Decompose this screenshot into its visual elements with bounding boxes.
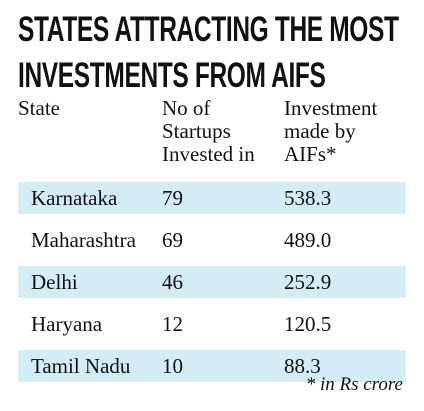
table-body: Karnataka 79 538.3 Maharashtra 69 489.0 … (18, 182, 406, 392)
cell-state: Maharashtra (31, 228, 136, 252)
cell-investment: 252.9 (284, 270, 332, 294)
cell-investment: 538.3 (284, 186, 332, 210)
cell-state: Tamil Nadu (31, 354, 131, 378)
column-header-investment-line-3: AIFs* (284, 142, 337, 166)
column-header-startups-line-3: Invested in (162, 142, 255, 166)
footnote: * in Rs crore (305, 374, 403, 395)
cell-startups: 46 (162, 270, 183, 294)
column-header-state: State (18, 97, 60, 120)
column-header-startups: No of Startups Invested in (162, 97, 255, 166)
table-row: Maharashtra 69 489.0 (18, 224, 406, 256)
cell-startups: 69 (162, 228, 183, 252)
table-title-line-2: INVESTMENTS FROM AIFS (18, 56, 326, 95)
cell-startups: 10 (162, 354, 183, 378)
table-title-line-1: STATES ATTRACTING THE MOST (18, 10, 399, 49)
cell-state: Karnataka (31, 186, 118, 210)
cell-state: Haryana (31, 312, 103, 336)
table-title: STATES ATTRACTING THE MOST INVESTMENTS F… (18, 7, 399, 99)
column-header-investment: Investment made by AIFs* (284, 97, 377, 166)
cell-investment: 120.5 (284, 312, 332, 336)
table-row: Tamil Nadu 10 88.3 (18, 350, 406, 382)
cell-investment: 88.3 (284, 354, 321, 378)
cell-investment: 489.0 (284, 228, 332, 252)
cell-state: Delhi (31, 270, 78, 294)
column-header-startups-line-2: Startups (162, 119, 231, 143)
column-header-investment-line-1: Investment (284, 96, 378, 120)
table-row: Karnataka 79 538.3 (18, 182, 406, 214)
table-row: Delhi 46 252.9 (18, 266, 406, 298)
table-row: Haryana 12 120.5 (18, 308, 406, 340)
column-header-startups-line-1: No of (162, 96, 211, 120)
column-header-investment-line-2: made by (284, 119, 356, 143)
cell-startups: 79 (162, 186, 183, 210)
cell-startups: 12 (162, 312, 183, 336)
column-header-state-line-1: State (18, 96, 60, 120)
